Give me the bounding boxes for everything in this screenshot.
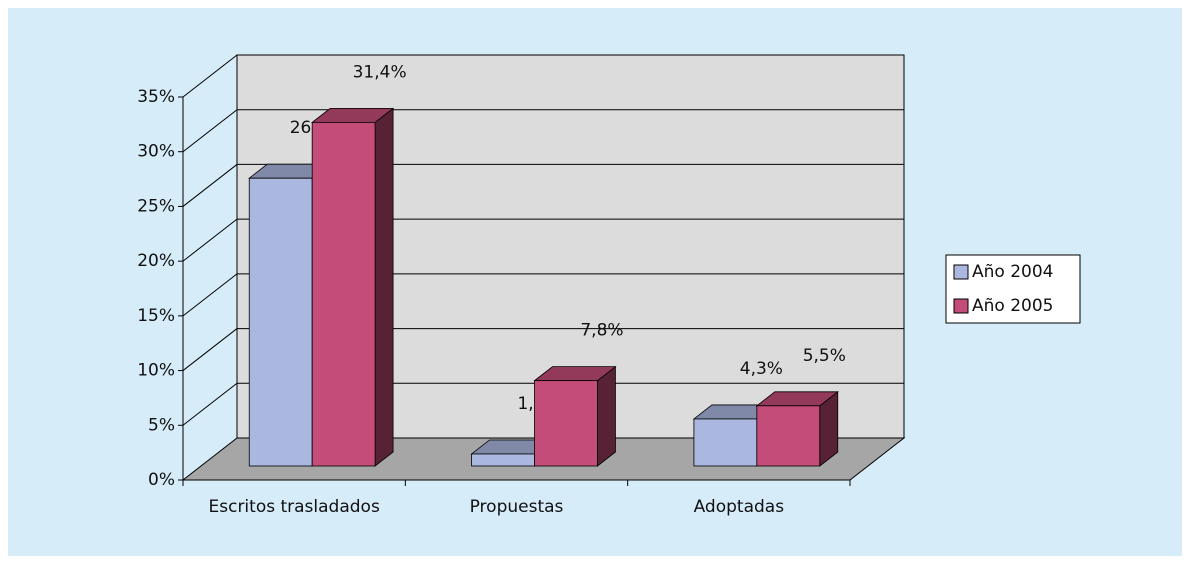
legend-swatch	[953, 264, 969, 280]
side-grid-line	[182, 328, 238, 371]
data-label: 7,8%	[580, 321, 623, 341]
y-tick-label: 0%	[148, 470, 175, 490]
side-grid-line	[182, 218, 238, 262]
y-tick-label: 25%	[137, 196, 175, 216]
legend-label: Año 2005	[972, 296, 1053, 316]
legend-label: Año 2004	[972, 262, 1053, 282]
bar	[756, 405, 821, 467]
y-tick-label: 5%	[148, 415, 175, 435]
side-grid-line	[182, 54, 238, 98]
bar	[534, 380, 598, 467]
x-tick-label: Escritos trasladados	[209, 497, 380, 517]
bar	[311, 121, 376, 467]
y-tick-label: 10%	[137, 361, 175, 381]
data-label: 4,3%	[740, 359, 783, 379]
data-label: 5,5%	[803, 346, 846, 366]
x-tick-label: Propuestas	[470, 497, 564, 517]
side-grid-line	[182, 382, 238, 426]
x-tick-label: Adoptadas	[694, 497, 785, 517]
y-tick-label: 20%	[137, 251, 175, 271]
bar	[693, 418, 758, 467]
side-grid-line	[182, 109, 238, 153]
bar-side	[374, 107, 394, 467]
bar	[248, 177, 313, 467]
y-tick-label: 15%	[137, 306, 175, 326]
side-grid-line	[182, 164, 238, 207]
bar	[471, 453, 535, 467]
data-label: 31,4%	[353, 62, 407, 82]
side-grid-line	[182, 273, 238, 317]
bar-side	[597, 365, 616, 467]
y-tick-label: 30%	[137, 142, 175, 162]
y-tick-label: 35%	[137, 87, 175, 107]
legend-swatch	[953, 298, 969, 314]
